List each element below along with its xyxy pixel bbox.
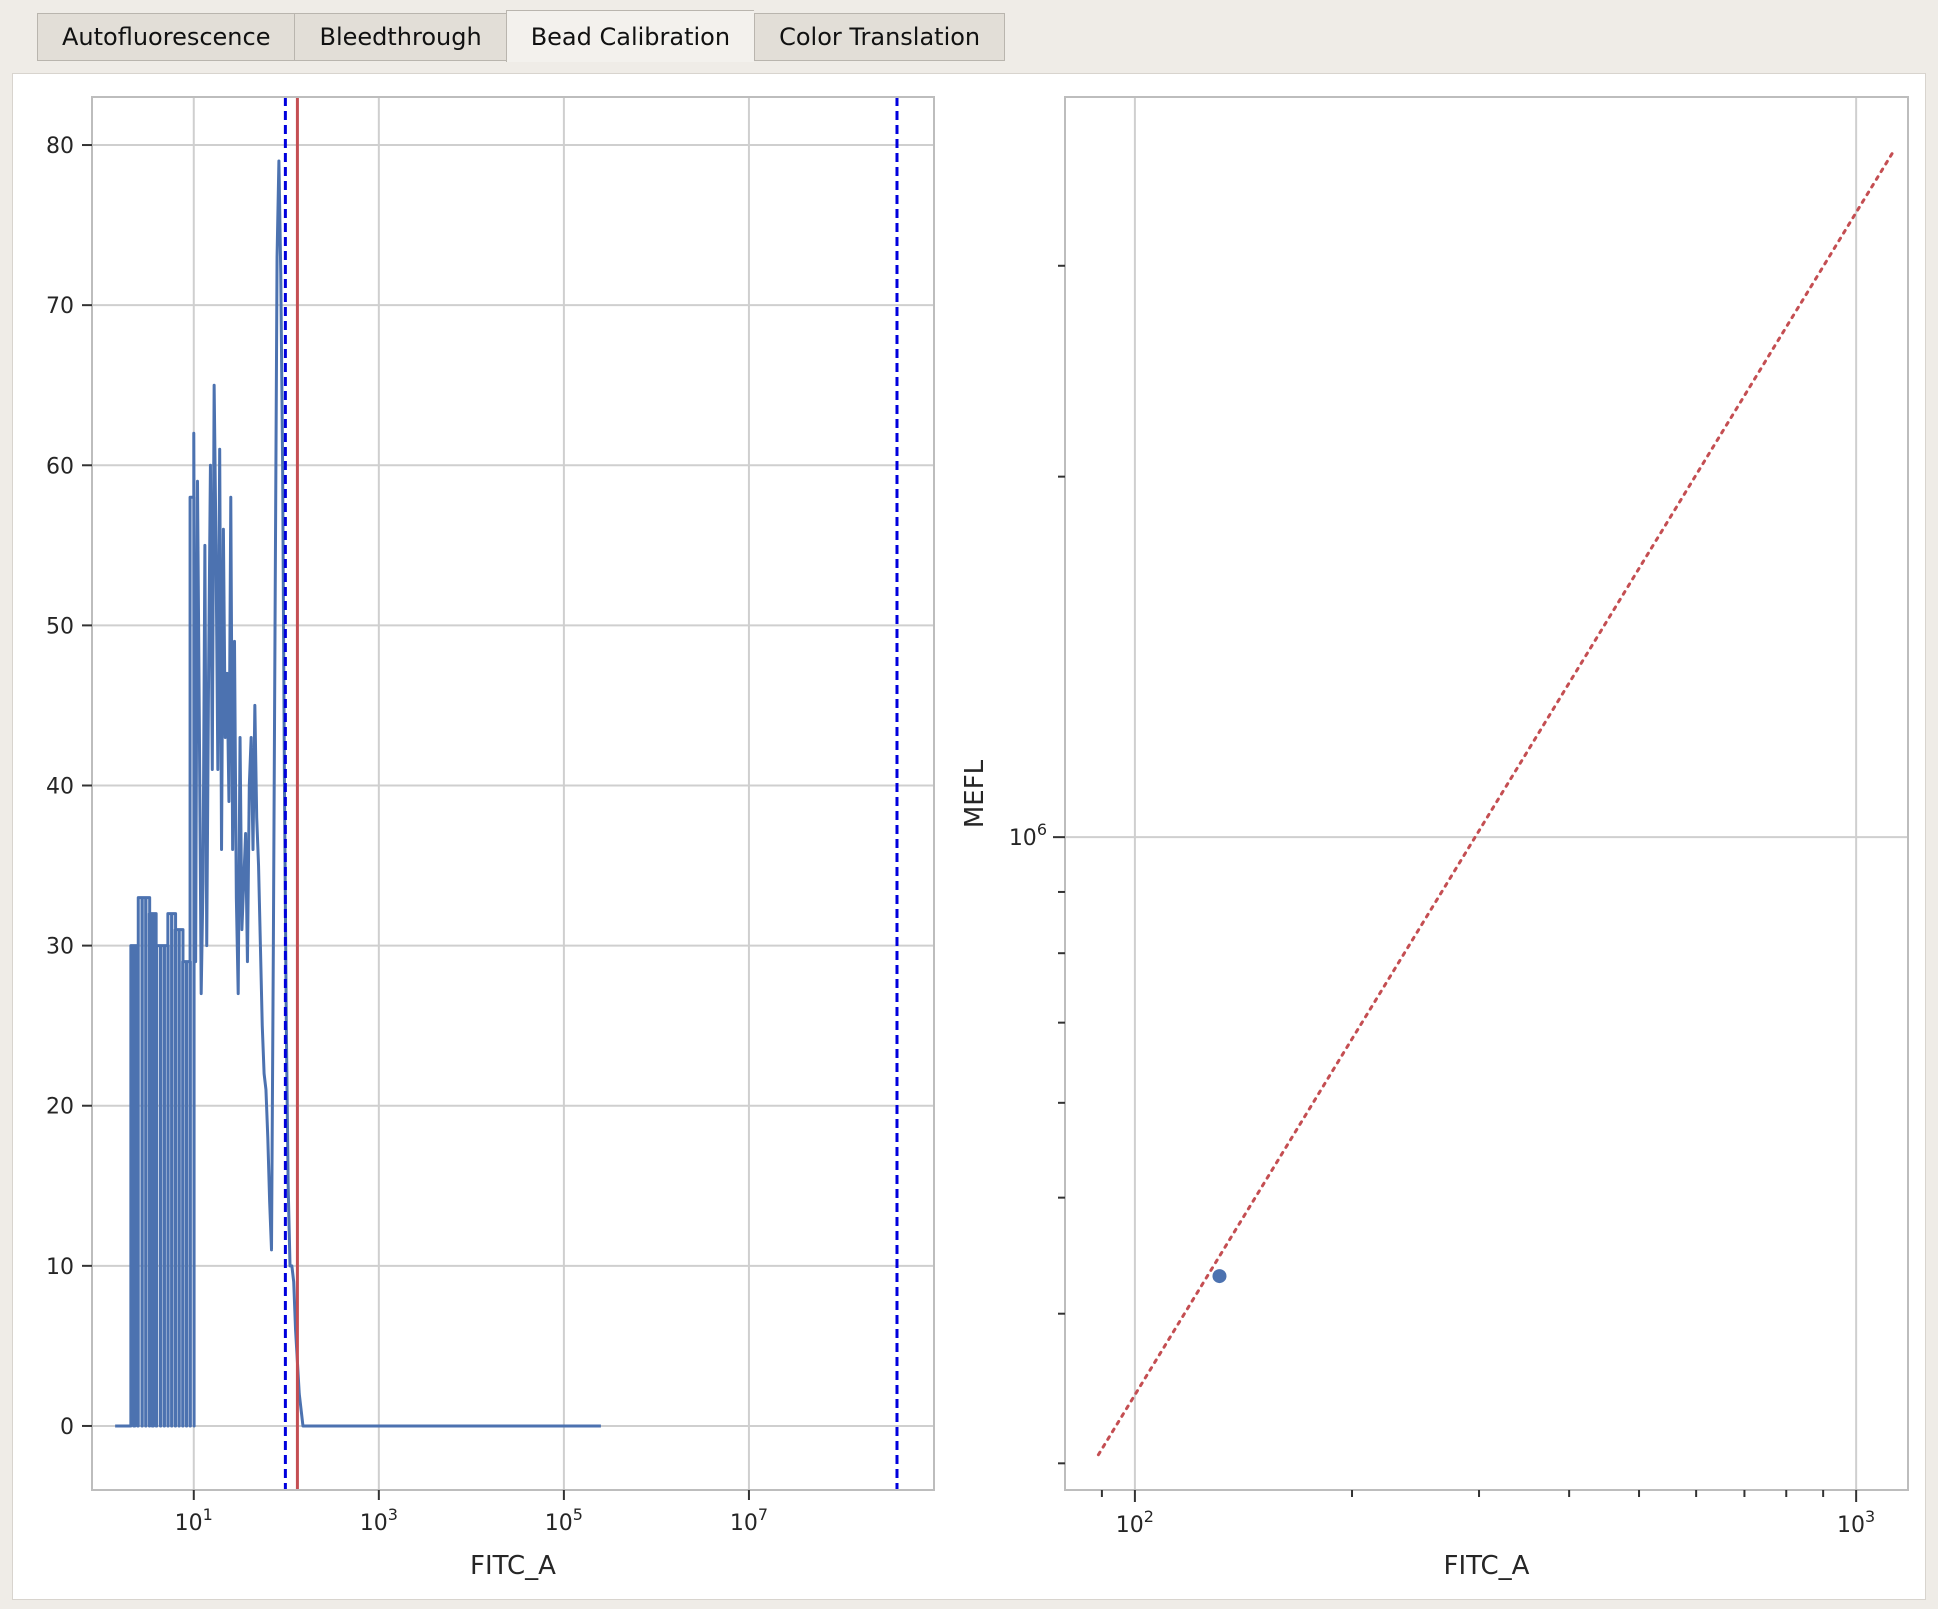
tab-autofluorescence[interactable]: Autofluorescence: [37, 13, 295, 61]
calib-ylabel: MEFL: [960, 759, 990, 828]
plot-panel: 0 10 20 30 40 50 60 70 80 101 103 105 107 FITC_A 102 10…: [12, 73, 1926, 1600]
hist-ytick-label: 40: [46, 774, 74, 799]
hist-xtick-label: 101: [175, 1505, 213, 1536]
calib-fit-line: [1096, 148, 1896, 1457]
calib-xlabel: FITC_A: [1444, 1551, 1530, 1581]
tab-bleedthrough[interactable]: Bleedthrough: [294, 13, 506, 61]
hist-xtick-label: 107: [730, 1505, 768, 1536]
hist-ytick-label: 30: [46, 935, 74, 960]
hist-frame: [91, 96, 935, 1491]
hist-xlabel: FITC_A: [470, 1551, 556, 1581]
hist-ytick-label: 50: [46, 614, 74, 639]
calib-point: [1212, 1269, 1227, 1284]
hist-ytick-label: 20: [46, 1095, 74, 1120]
tab-color-translation[interactable]: Color Translation: [754, 13, 1006, 61]
hist-series-line: [115, 159, 601, 1428]
hist-ytick-label: 80: [46, 134, 74, 159]
calib-ytick-label: 106: [1009, 820, 1047, 851]
hist-xtick-label: 105: [545, 1505, 583, 1536]
tab-bead-calibration[interactable]: Bead Calibration: [505, 10, 755, 62]
hist-ytick-label: 60: [46, 454, 74, 479]
calib-xtick-label: 103: [1837, 1507, 1875, 1538]
hist-xtick-label: 103: [360, 1505, 398, 1536]
hist-ytick-label: 70: [46, 294, 74, 319]
calib-xtick-label: 102: [1116, 1507, 1154, 1538]
hist-ytick-label: 10: [46, 1255, 74, 1280]
tab-bar: Autofluorescence Bleedthrough Bead Calib…: [37, 10, 1006, 62]
hist-ytick-label: 0: [60, 1415, 74, 1440]
plots-canvas: 0 10 20 30 40 50 60 70 80 101 103 105 107 FITC_A 102 10…: [46, 96, 1909, 1581]
calib-frame: [1064, 96, 1909, 1491]
